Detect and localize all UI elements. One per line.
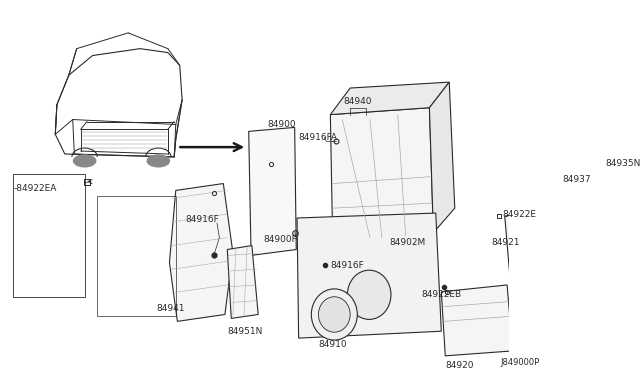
Text: 84922EB: 84922EB [422,290,461,299]
Polygon shape [429,82,455,233]
Polygon shape [330,108,433,243]
Text: 84935N: 84935N [605,159,640,169]
Text: 84910: 84910 [319,340,347,349]
Polygon shape [604,169,640,338]
Text: 84900F: 84900F [263,235,297,244]
Polygon shape [442,285,513,356]
Text: 84951N: 84951N [227,327,262,336]
Text: 84900: 84900 [267,120,296,129]
Polygon shape [505,213,542,336]
Ellipse shape [311,289,357,340]
Ellipse shape [319,297,350,332]
Text: 84922E: 84922E [502,209,536,219]
Polygon shape [249,128,296,256]
Polygon shape [330,82,449,115]
Text: 84921: 84921 [492,238,520,247]
Text: 84916FA: 84916FA [299,133,338,142]
Text: 84941: 84941 [156,304,184,313]
Ellipse shape [348,270,391,320]
Text: J849000P: J849000P [500,358,540,367]
Text: 84937: 84937 [563,175,591,184]
Text: -84922EA: -84922EA [13,183,57,193]
Text: 84916F: 84916F [186,215,219,224]
Text: 84916F: 84916F [330,261,364,270]
Polygon shape [170,183,233,321]
Text: 84902M: 84902M [390,238,426,247]
Ellipse shape [74,155,96,167]
Text: 84940: 84940 [344,97,372,106]
Polygon shape [227,246,258,318]
Ellipse shape [147,155,170,167]
Text: 84920: 84920 [445,361,474,370]
Polygon shape [297,213,442,338]
